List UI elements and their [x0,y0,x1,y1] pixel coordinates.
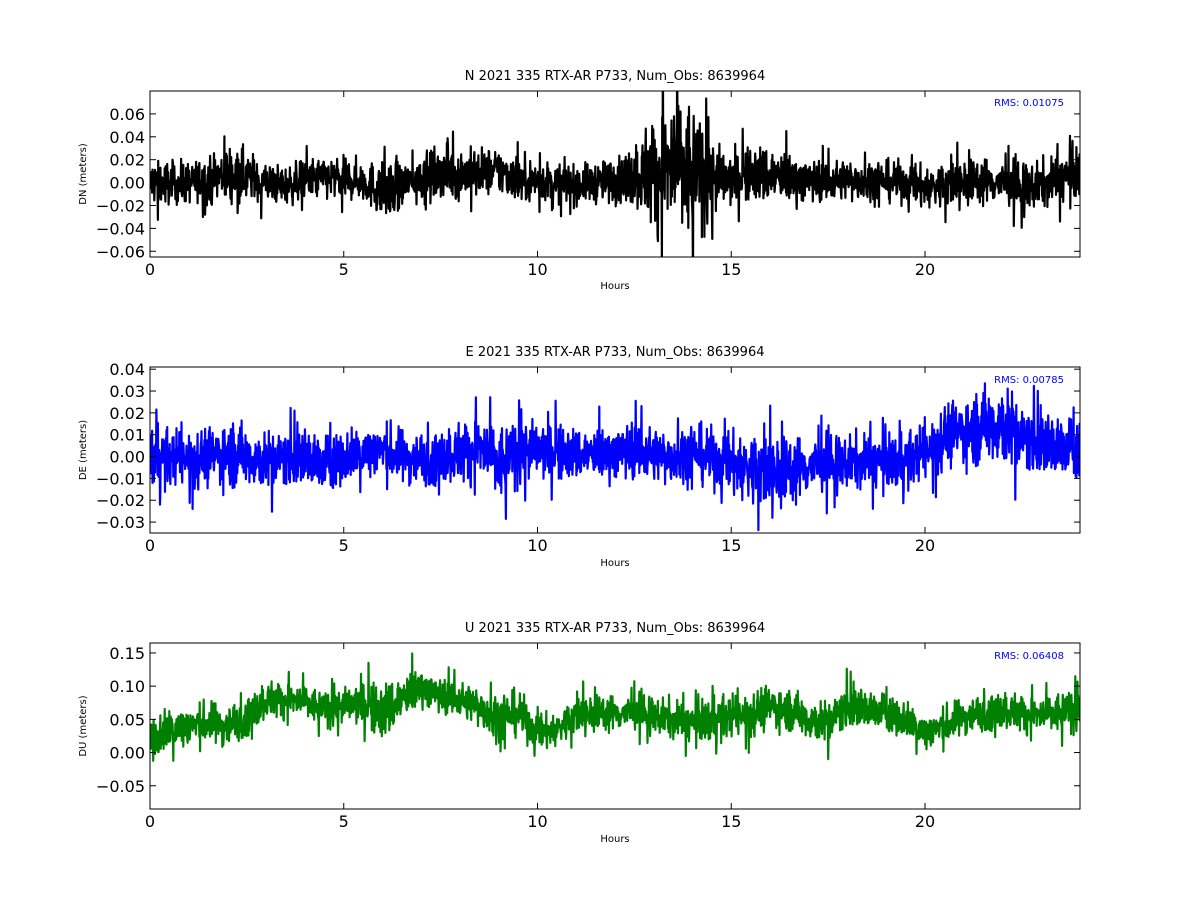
y-tick-label: 0.06 [109,105,145,124]
y-tick-label: −0.05 [96,777,145,796]
x-tick-label: 10 [527,536,547,555]
y-axis-label: DU (meters) [78,695,89,756]
panel-title: U 2021 335 RTX-AR P733, Num_Obs: 8639964 [465,621,765,636]
x-tick-label: 10 [527,260,547,279]
x-tick-label: 15 [721,812,741,831]
tick-group: 0 5 10 15 20 −0.06 −0.04 −0.02 0.00 0.02 0.04 0.06 [96,91,1080,279]
y-tick-label: 0.03 [109,382,145,401]
x-tick-label: 10 [527,812,547,831]
y-tick-label: −0.04 [96,219,145,238]
y-tick-label: 0.00 [109,448,145,467]
x-tick-label: 0 [145,536,155,555]
y-tick-label: 0.02 [109,151,145,170]
panel-up: U 2021 335 RTX-AR P733, Num_Obs: 8639964… [78,621,1081,845]
x-tick-label: 15 [721,260,741,279]
y-axis-label: DE (meters) [78,420,89,480]
plot-frame [149,366,1081,534]
plot-frame [149,90,1081,258]
y-tick-label: −0.02 [96,491,145,510]
x-tick-label: 15 [721,536,741,555]
panel-east: E 2021 335 RTX-AR P733, Num_Obs: 8639964… [78,345,1081,569]
y-tick-label: 0.04 [109,128,145,147]
x-axis-label: Hours [600,558,629,569]
rms-annotation: RMS: 0.06408 [994,651,1064,662]
y-tick-label: 0.05 [109,710,145,729]
y-axis-label: DN (meters) [78,143,89,205]
y-tick-label: −0.06 [96,242,145,261]
series-line-0 [150,382,1080,532]
x-axis-label: Hours [600,834,629,845]
y-tick-label: −0.02 [96,196,145,215]
x-tick-label: 20 [915,812,935,831]
y-tick-label: 0.02 [109,404,145,423]
y-tick-label: 0.00 [109,744,145,763]
rms-annotation: RMS: 0.01075 [994,98,1064,109]
y-tick-label: 0.00 [109,174,145,193]
y-tick-label: 0.01 [109,426,145,445]
plot-frame [149,642,1081,810]
x-tick-label: 5 [339,260,349,279]
series-line-group [150,652,1080,762]
series-line-0 [150,652,1080,762]
rms-annotation: RMS: 0.00785 [994,375,1064,386]
x-tick-label: 5 [339,536,349,555]
panel-north: N 2021 335 RTX-AR P733, Num_Obs: 8639964… [78,69,1081,292]
tick-group: 0 5 10 15 20 −0.03 −0.02 −0.01 0.00 0.01 0.02 0.03 0… [96,360,1080,555]
tick-group: 0 5 10 15 20 −0.05 0.00 0.05 0.10 0.15 [96,643,1080,831]
panel-title: E 2021 335 RTX-AR P733, Num_Obs: 8639964 [466,345,765,360]
x-tick-label: 5 [339,812,349,831]
y-tick-label: −0.03 [96,513,145,532]
x-tick-label: 0 [145,260,155,279]
y-tick-label: 0.15 [109,644,145,663]
series-line-0 [150,91,1080,257]
panel-title: N 2021 335 RTX-AR P733, Num_Obs: 8639964 [465,69,765,84]
y-tick-label: 0.10 [109,677,145,696]
y-tick-label: −0.01 [96,469,145,488]
series-line-group [150,382,1080,532]
x-tick-label: 20 [915,536,935,555]
x-tick-label: 20 [915,260,935,279]
x-axis-label: Hours [600,281,629,292]
series-line-group [150,91,1080,257]
y-tick-label: 0.04 [109,360,145,379]
x-tick-label: 0 [145,812,155,831]
